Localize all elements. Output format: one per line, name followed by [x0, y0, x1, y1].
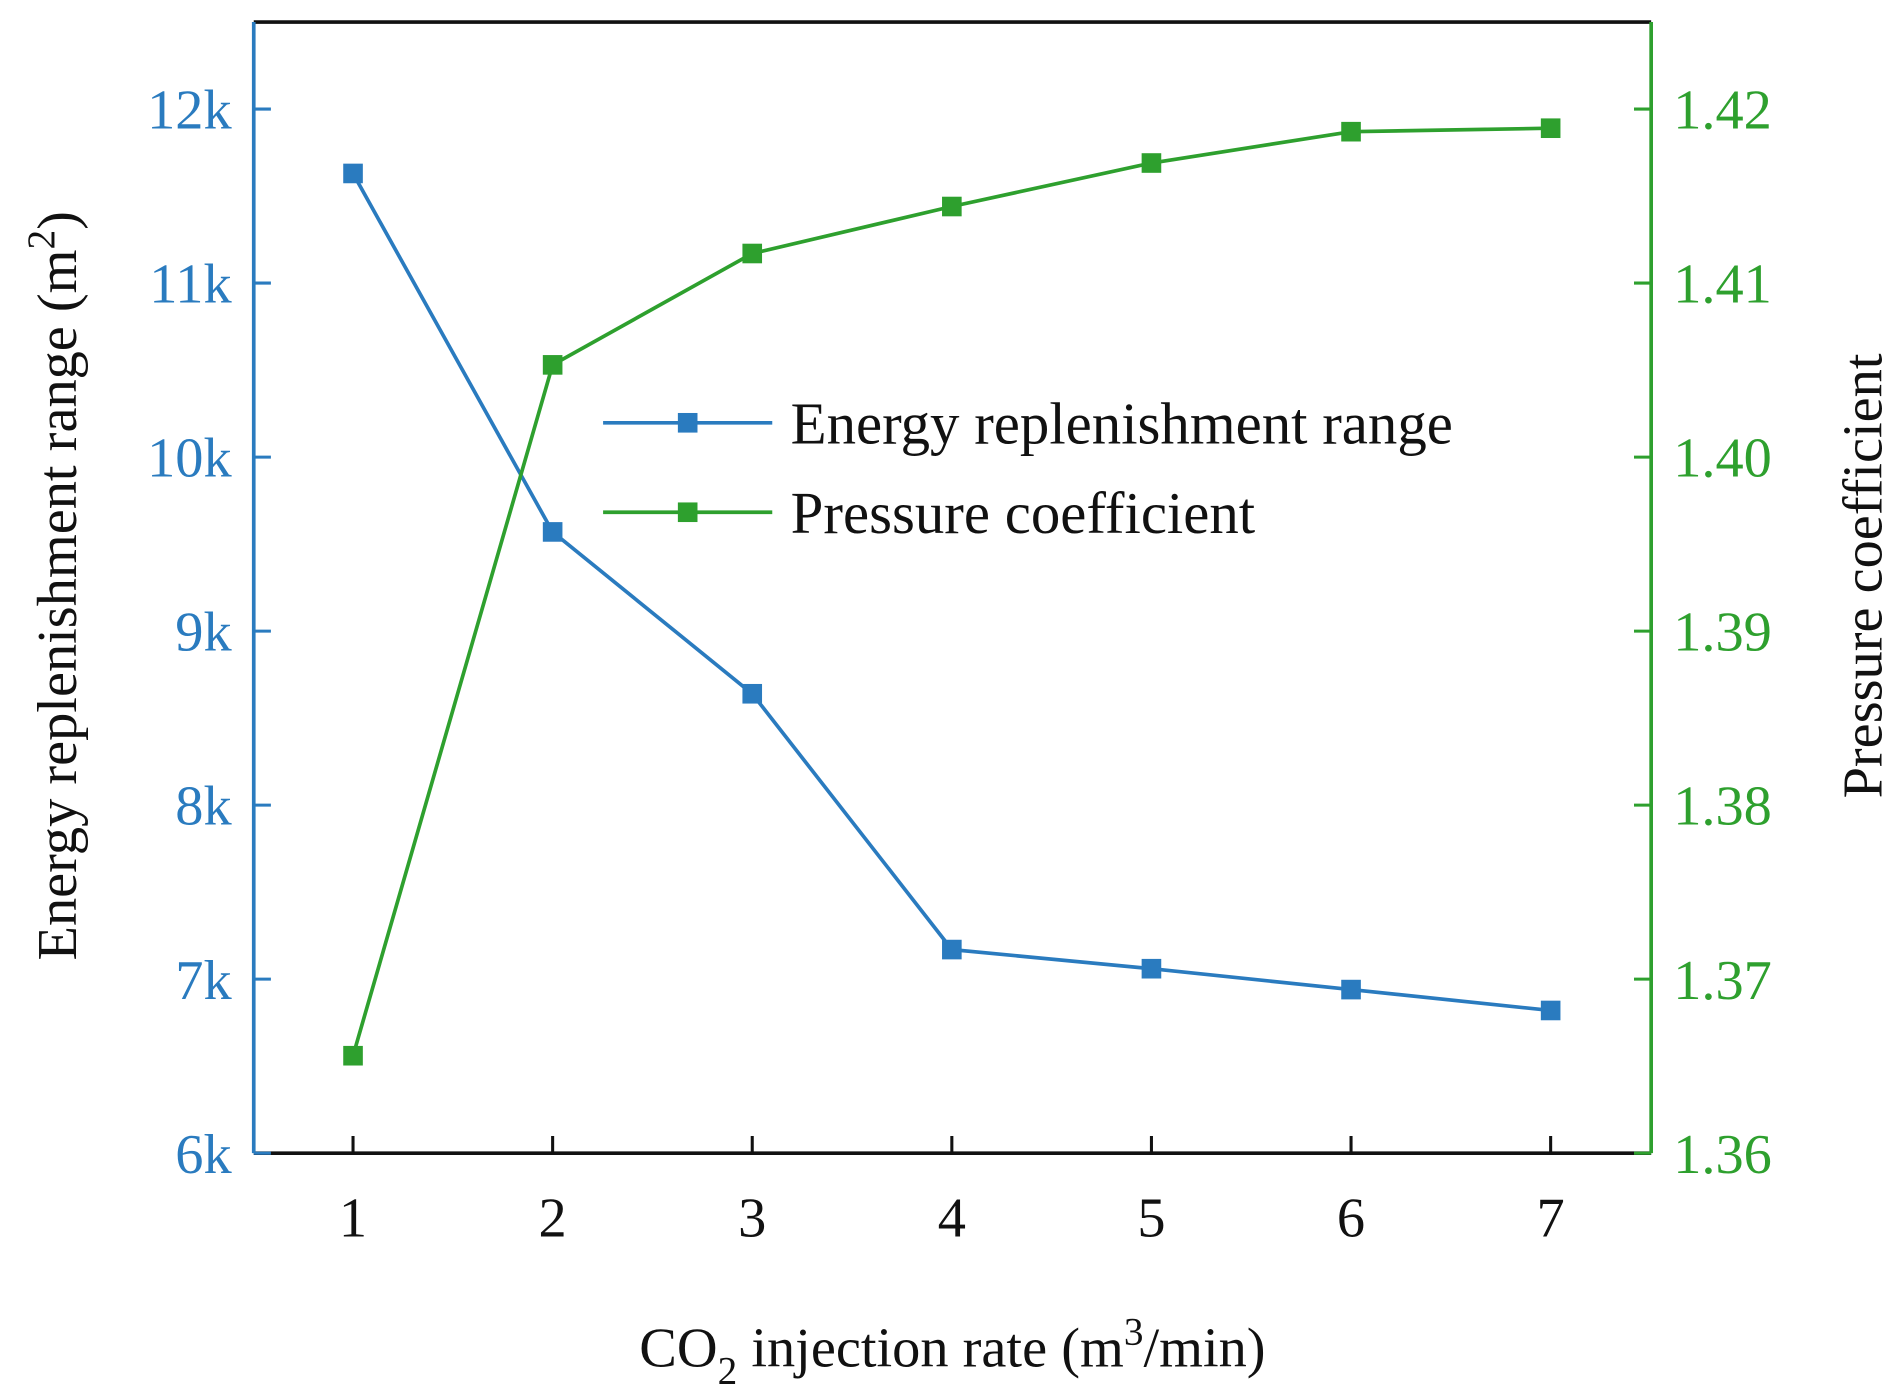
series-line-energy-replenishment-range [351, 172, 1551, 1013]
y-left-tick-label: 6k [175, 1124, 232, 1186]
data-point-marker [1141, 153, 1162, 173]
y-right-tick-label: 1.41 [1673, 254, 1772, 316]
x-tick-label: 7 [1537, 1188, 1565, 1250]
data-point-marker [343, 1045, 363, 1066]
data-point-marker [942, 939, 962, 960]
y-left-tick-label: 12k [147, 80, 232, 142]
y-right-tick-label: 1.39 [1673, 602, 1772, 664]
x-tick-label: 4 [938, 1188, 966, 1250]
data-point-marker [1540, 1000, 1561, 1021]
y-left-tick-label: 11k [149, 254, 232, 316]
data-point-marker [1540, 118, 1561, 139]
y-right-tick-label: 1.38 [1673, 776, 1772, 838]
series [343, 118, 1561, 1066]
legend-label: Pressure coefficient [791, 481, 1256, 546]
y-right-tick-label: 1.40 [1673, 428, 1772, 490]
y-right-tick-label: 1.37 [1673, 950, 1772, 1012]
data-point-marker [542, 522, 563, 542]
legend-marker [677, 502, 698, 523]
data-point-marker [1141, 958, 1162, 979]
data-point-marker [742, 683, 763, 704]
y-left-tick-label: 7k [175, 950, 232, 1012]
series-line-pressure-coefficient [351, 126, 1551, 1057]
y-axis-left-label: Energy replenishment range (m2) [20, 211, 89, 960]
data-point-marker [542, 355, 563, 375]
data-point-marker [343, 163, 363, 184]
ticks: 1 2 3 4 5 6 7 6k 7k 8k 9k 10k 11k 12k 1.36 1.37 1.38 1.39… [147, 80, 1772, 1250]
data-point-marker [942, 196, 962, 217]
data-point-marker [1341, 979, 1361, 1000]
x-axis-label: CO2 injection rate (m3/min) [639, 1310, 1265, 1386]
x-tick-label: 3 [738, 1188, 766, 1250]
x-tick-label: 6 [1337, 1188, 1365, 1250]
legend-marker [677, 412, 698, 433]
data-point-marker [742, 243, 763, 264]
axes [251, 20, 1653, 1155]
y-right-tick-label: 1.36 [1673, 1124, 1772, 1186]
y-right-tick-label: 1.42 [1673, 80, 1772, 142]
y-axis-right-label: Pressure coefficient [1833, 353, 1895, 798]
legend: Energy replenishment range Pressure coeff… [603, 392, 1453, 546]
y-left-tick-label: 8k [175, 776, 232, 838]
legend-label: Energy replenishment range [791, 392, 1453, 457]
x-tick-label: 2 [539, 1188, 567, 1250]
y-left-tick-label: 9k [175, 602, 232, 664]
x-tick-label: 1 [339, 1188, 367, 1250]
x-tick-label: 5 [1137, 1188, 1165, 1250]
data-point-marker [1341, 121, 1361, 142]
y-left-tick-label: 10k [147, 428, 232, 490]
